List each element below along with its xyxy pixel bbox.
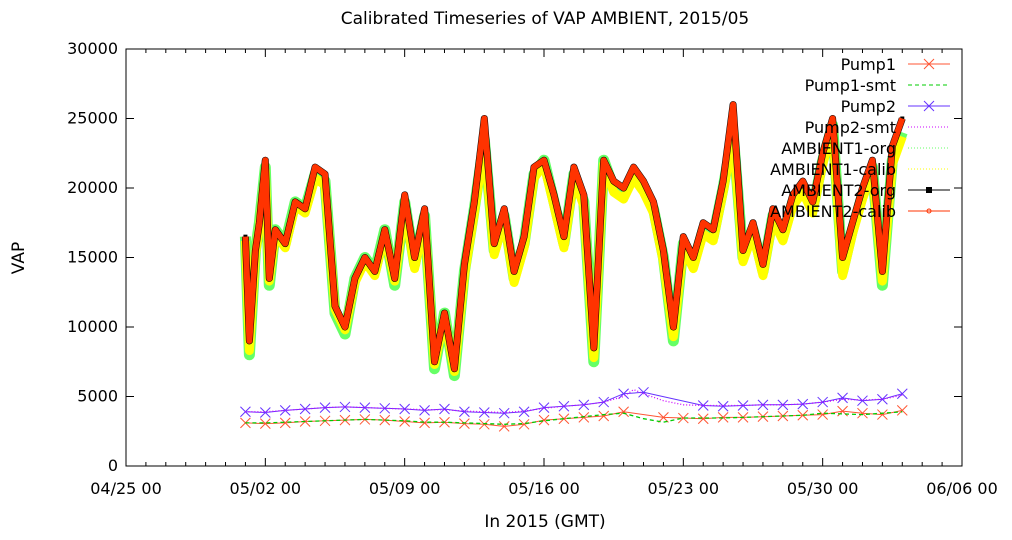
x-tick-label: 06/06 00	[926, 479, 998, 498]
data-point-pump2-b	[737, 400, 749, 411]
legend-label: AMBIENT2-calib	[770, 202, 896, 221]
legend-label: Pump2-smt	[805, 118, 896, 137]
legend: Pump1 Pump1-smt Pump2 Pump2-smt AMBIENT1-org…	[770, 55, 950, 221]
legend-marker-b	[923, 58, 935, 70]
y-tick-label: 20000	[67, 178, 118, 197]
legend-marker	[926, 187, 932, 193]
legend-item-ambient1-calib: AMBIENT1-calib	[770, 160, 950, 179]
legend-label: AMBIENT1-calib	[770, 160, 896, 179]
data-point-pump2-b	[419, 405, 430, 416]
legend-label: AMBIENT1-org	[781, 139, 896, 158]
data-point-pump2-b	[857, 395, 868, 407]
data-point-pump1-b	[379, 414, 391, 426]
y-axis-label: VAP	[9, 242, 29, 274]
data-point-pump2-b	[359, 402, 371, 413]
legend-item-pump2: Pump2	[841, 97, 950, 116]
data-point-pump1-b	[498, 421, 510, 432]
y-tick-label: 25000	[67, 109, 118, 128]
data-point-pump1-b	[538, 414, 550, 426]
y-tick-label: 0	[108, 456, 118, 475]
data-point-pump1-b	[399, 416, 411, 427]
legend-label: Pump1-smt	[805, 76, 896, 95]
data-point-pump2-b	[797, 398, 809, 410]
x-tick-label: 05/16 00	[508, 479, 580, 498]
legend-item-ambient1-org: AMBIENT1-org	[781, 139, 950, 158]
legend-label: AMBIENT2-org	[781, 181, 896, 200]
legend-item-pump1: Pump1	[841, 55, 950, 74]
x-tick-label: 05/09 00	[369, 479, 441, 498]
data-point-pump2-b	[896, 388, 908, 400]
data-point-pump1-b	[459, 418, 470, 429]
data-point-pump2-b	[518, 406, 530, 418]
data-point-pump2-b	[558, 400, 570, 412]
data-point-pump2-b	[439, 403, 450, 415]
legend-label: Pump1	[841, 55, 896, 74]
data-point-pump2-b	[459, 406, 470, 418]
data-point-pump1-b	[717, 411, 729, 423]
data-point-pump1-b	[259, 418, 271, 429]
series-line-pump1-smt	[245, 411, 903, 425]
x-tick-label: 05/30 00	[787, 479, 859, 498]
axes-layer: 0 5000 10000 15000 20000 25000 30000 04/25 00 05…	[67, 39, 998, 498]
data-point-pump2-b	[319, 402, 331, 413]
data-point-pump1-b	[877, 409, 888, 420]
y-tick-label: 5000	[77, 387, 118, 406]
series-line-pump2-smt	[245, 388, 903, 414]
data-point-pump2-b	[757, 399, 769, 411]
data-point-pump1-b	[857, 407, 868, 419]
y-tick-label: 10000	[67, 317, 118, 336]
data-point-pump1-b	[598, 410, 610, 422]
x-tick-label: 05/23 00	[648, 479, 720, 498]
series-pump1-smt	[245, 411, 903, 425]
x-tick-label: 05/02 00	[230, 479, 302, 498]
y-tick-label: 30000	[67, 39, 118, 58]
data-point-pump2-b	[717, 400, 729, 412]
data-point-pump2-b	[299, 403, 311, 415]
legend-item-ambient2-org: AMBIENT2-org	[781, 181, 950, 200]
data-point-pump1-b	[279, 417, 291, 429]
data-point-pump1-b	[419, 417, 430, 429]
data-point-pump2-b	[379, 402, 391, 414]
series-pump2	[240, 386, 908, 419]
legend-label: Pump2	[841, 97, 896, 116]
data-point-pump2-b	[498, 407, 510, 419]
data-point-pump1-b	[677, 412, 689, 424]
chart-title: Calibrated Timeseries of VAP AMBIENT, 20…	[341, 9, 749, 29]
series-ambient2-calib	[242, 101, 906, 372]
data-point-pump1-b	[697, 413, 709, 425]
data-point-pump2-b	[259, 407, 271, 418]
legend-marker-b	[923, 100, 935, 112]
y-tick-label: 15000	[67, 248, 118, 267]
x-axis-label: In 2015 (GMT)	[484, 512, 605, 532]
legend-item-pump1-smt: Pump1-smt	[805, 76, 950, 95]
legend-marker	[926, 208, 932, 214]
data-point-pump2-b	[618, 388, 629, 400]
series-line-ambient2-calib	[242, 101, 906, 372]
series-pump2-smt	[245, 388, 903, 414]
data-point-pump2-b	[598, 396, 610, 408]
data-point-pump1-b	[797, 409, 809, 421]
data-point-pump2-b	[638, 386, 649, 398]
data-point-pump2-b	[837, 392, 848, 404]
series-layer	[239, 101, 908, 432]
data-point-pump1-b	[896, 405, 908, 416]
data-point-pump2-b	[478, 407, 490, 418]
data-point-pump2-b	[877, 393, 888, 405]
data-point-pump1-b	[478, 418, 490, 430]
series-line-pump1	[245, 409, 903, 427]
legend-item-pump2-smt: Pump2-smt	[805, 118, 950, 137]
data-point-pump2-b	[697, 400, 709, 411]
data-point-pump2-b	[817, 396, 829, 408]
x-tick-label: 04/25 00	[90, 479, 162, 498]
data-point-pump1-b	[658, 411, 669, 423]
data-point-pump2-b	[538, 402, 550, 413]
data-point-pump1-b	[817, 409, 829, 420]
data-point-pump1-b	[618, 406, 629, 418]
data-point-pump1-b	[518, 418, 530, 430]
legend-item-ambient2-calib: AMBIENT2-calib	[770, 202, 950, 221]
